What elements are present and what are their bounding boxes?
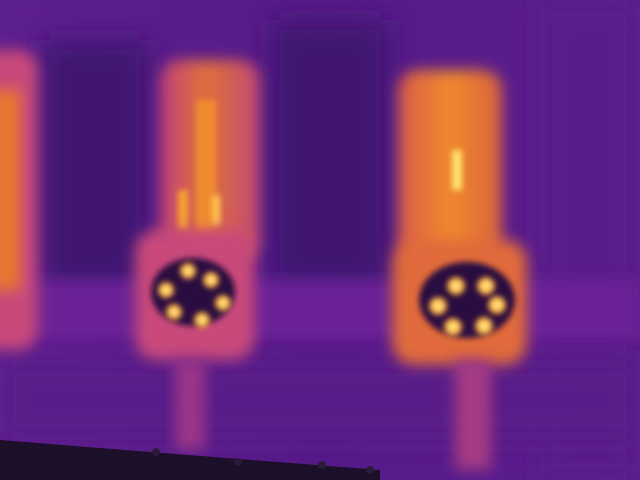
bolt-icon bbox=[366, 466, 374, 474]
pin-6-icon bbox=[215, 295, 231, 311]
bolt-icon bbox=[318, 461, 326, 469]
left-edge-housing bbox=[0, 50, 38, 350]
pin-2-icon bbox=[477, 277, 495, 295]
horizontal-pipe bbox=[0, 280, 640, 340]
foreground-beam bbox=[0, 440, 380, 480]
bolt-icon bbox=[152, 448, 160, 456]
pin-3-icon bbox=[203, 272, 219, 288]
pin-2-icon bbox=[158, 282, 174, 298]
right-connector-housing bbox=[392, 70, 527, 470]
pin-4-icon bbox=[166, 304, 182, 320]
pin-5-icon bbox=[444, 318, 462, 336]
lower-band bbox=[0, 360, 640, 440]
dark-recess-left bbox=[40, 40, 150, 290]
pin-4-icon bbox=[488, 296, 506, 314]
pin-1-icon bbox=[180, 263, 196, 279]
pin-1-icon bbox=[447, 277, 465, 295]
pin-3-icon bbox=[429, 297, 447, 315]
pin-5-icon bbox=[194, 312, 210, 328]
dark-recess-center bbox=[270, 20, 390, 290]
center-connector-housing bbox=[135, 60, 260, 450]
pin-6-icon bbox=[475, 317, 493, 335]
bolt-icon bbox=[234, 458, 242, 466]
